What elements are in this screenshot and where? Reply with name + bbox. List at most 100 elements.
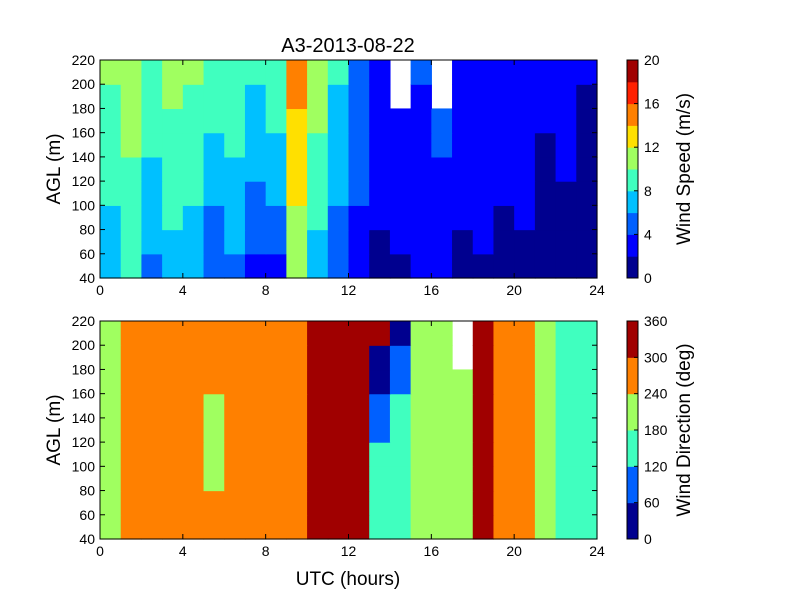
- heatmap-cell: [555, 514, 577, 540]
- heatmap-cell: [348, 108, 370, 134]
- heatmap-cell: [100, 417, 122, 443]
- heatmap-cell: [162, 321, 184, 346]
- heatmap-cell: [100, 393, 122, 419]
- y-tick-label: 40: [79, 531, 95, 547]
- heatmap-cell: [182, 393, 205, 419]
- heatmap-cell: [327, 466, 350, 492]
- heatmap-cell: [514, 181, 536, 206]
- heatmap-cell: [265, 84, 287, 110]
- heatmap-cell: [203, 60, 225, 85]
- heatmap-cell: [431, 205, 453, 231]
- heatmap-cell: [203, 393, 225, 419]
- heatmap-cell: [100, 321, 122, 346]
- heatmap-cell: [410, 393, 432, 419]
- colorbar-segment: [627, 234, 638, 257]
- heatmap-cell: [120, 369, 143, 395]
- heatmap-cell: [265, 417, 287, 443]
- heatmap-cell: [327, 345, 350, 371]
- heatmap-cell: [472, 84, 495, 110]
- heatmap-cell: [162, 205, 184, 231]
- heatmap-cell: [265, 466, 287, 492]
- heatmap-cell: [182, 345, 205, 371]
- heatmap-cell: [182, 514, 205, 540]
- heatmap-cell: [389, 345, 412, 371]
- heatmap-cell: [203, 514, 225, 540]
- heatmap-cell: [410, 108, 432, 134]
- heatmap-cell: [514, 466, 536, 492]
- heatmap-cell: [286, 345, 308, 371]
- colorbar-segment: [627, 169, 638, 192]
- heatmap-cell: [224, 369, 246, 395]
- heatmap-cell: [493, 108, 515, 134]
- heatmap-cell: [307, 345, 329, 371]
- heatmap-cell: [120, 490, 143, 516]
- heatmap-cell: [307, 514, 329, 540]
- colorbar-tick-label: 4: [644, 226, 652, 242]
- heatmap-cell: [534, 490, 557, 516]
- heatmap-cell: [452, 229, 474, 255]
- heatmap-cell: [224, 321, 246, 346]
- heatmap-cell: [348, 466, 370, 492]
- heatmap-cell: [369, 345, 391, 371]
- heatmap-cell: [120, 442, 143, 467]
- heatmap-cell: [203, 345, 225, 371]
- heatmap-cell: [493, 417, 515, 443]
- heatmap-cell: [410, 369, 432, 395]
- heatmap-cell: [327, 156, 350, 182]
- heatmap-cell: [431, 253, 453, 279]
- heatmap-cell: [224, 253, 246, 279]
- heatmap-cell: [389, 205, 412, 231]
- heatmap-cell: [431, 345, 453, 371]
- heatmap-cell: [203, 442, 225, 467]
- heatmap-cell: [431, 132, 453, 158]
- heatmap-cell: [224, 345, 246, 371]
- heatmap-cell: [265, 132, 287, 158]
- heatmap-cell: [327, 442, 350, 467]
- heatmap-cell: [286, 156, 308, 182]
- colorbar-tick-label: 8: [644, 183, 652, 199]
- heatmap-cell: [141, 369, 163, 395]
- heatmap-cell: [431, 393, 453, 419]
- heatmap-cell: [472, 345, 495, 371]
- colorbar-tick-label: 180: [644, 422, 668, 438]
- heatmap-cell: [224, 466, 246, 492]
- heatmap-cell: [244, 108, 267, 134]
- heatmap-cell: [410, 514, 432, 540]
- heatmap-cell: [162, 253, 184, 279]
- heatmap-cell: [286, 442, 308, 467]
- heatmap-cell: [203, 229, 225, 255]
- heatmap-cell: [307, 253, 329, 279]
- heatmap-cell: [534, 205, 557, 231]
- heatmap-cell: [472, 417, 495, 443]
- heatmap-cell: [576, 60, 598, 85]
- heatmap-cell: [472, 205, 495, 231]
- heatmap-cell: [100, 60, 122, 85]
- heatmap-cell: [576, 229, 598, 255]
- heatmap-cell: [514, 345, 536, 371]
- x-tick-label: 4: [179, 282, 187, 298]
- heatmap-cell: [244, 442, 267, 467]
- heatmap-cell: [120, 345, 143, 371]
- heatmap-cell: [327, 514, 350, 540]
- heatmap-cell: [534, 466, 557, 492]
- heatmap-cell: [203, 132, 225, 158]
- heatmap-cell: [120, 253, 143, 279]
- heatmap-cell: [307, 369, 329, 395]
- heatmap-cell: [493, 253, 515, 279]
- heatmap-cell: [534, 442, 557, 467]
- heatmap-cell: [369, 514, 391, 540]
- heatmap-cell: [534, 181, 557, 206]
- heatmap-cell: [348, 229, 370, 255]
- heatmap-cell: [100, 229, 122, 255]
- heatmap-cell: [534, 321, 557, 346]
- heatmap-cell: [514, 321, 536, 346]
- heatmap-cell: [514, 84, 536, 110]
- heatmap-cell: [162, 181, 184, 206]
- heatmap-cell: [514, 369, 536, 395]
- colorbar-wind-speed: [627, 60, 638, 279]
- heatmap-cell: [162, 229, 184, 255]
- colorbar-tick-label: 0: [644, 531, 652, 547]
- y-tick-label: 160: [72, 386, 96, 402]
- heatmap-cell: [182, 84, 205, 110]
